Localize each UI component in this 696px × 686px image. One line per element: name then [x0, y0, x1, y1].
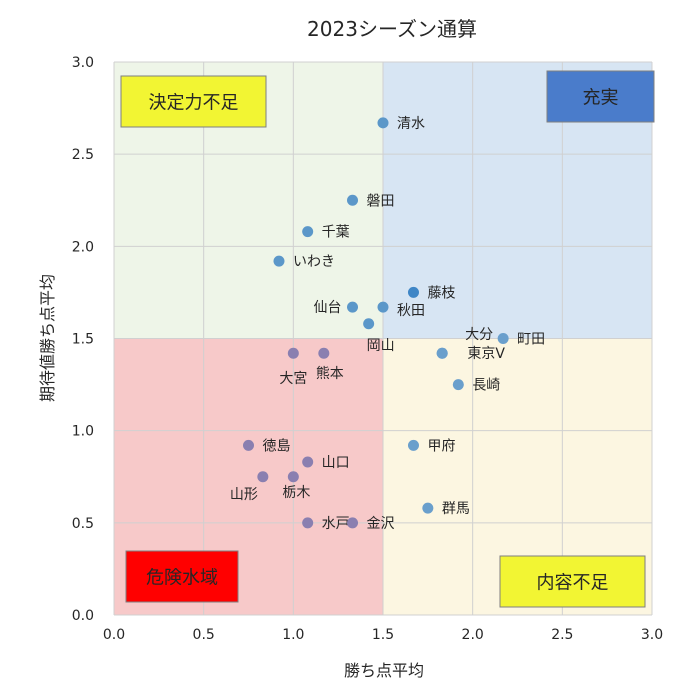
data-point: [243, 439, 254, 451]
label-box-naiyou-text: 内容不足: [537, 573, 609, 594]
y-tick-label: 0.0: [72, 608, 94, 624]
data-point-label: 群馬: [442, 501, 470, 517]
data-point-label: 大宮: [279, 371, 307, 387]
data-point-label: 東京V: [467, 346, 505, 362]
data-point-label: 仙台: [314, 300, 342, 316]
data-point: [257, 471, 269, 483]
label-box-naiyou: [499, 555, 646, 608]
data-point: [302, 456, 314, 468]
data-point-label: 藤枝: [427, 285, 455, 301]
data-point-label: 山形: [230, 487, 258, 503]
x-axis-label: 勝ち点平均: [344, 661, 424, 680]
x-tick-label: 1.0: [282, 627, 304, 643]
data-point-label: 大分: [465, 327, 493, 343]
data-point-label: 長崎: [472, 378, 500, 394]
data-point: [436, 347, 448, 359]
data-point: [452, 379, 464, 391]
x-tick-label: 0.0: [103, 627, 125, 643]
data-point: [287, 347, 299, 359]
data-point: [273, 255, 285, 267]
data-point-label: いわき: [293, 254, 335, 270]
data-point-label: 町田: [517, 332, 545, 348]
y-axis-label: 期待値勝ち点平均: [38, 274, 57, 402]
y-tick-label: 1.5: [72, 332, 94, 348]
data-point: [347, 517, 359, 529]
data-point-label: 栃木: [282, 485, 310, 501]
chart-title: 2023シーズン通算: [307, 17, 477, 41]
x-tick-label: 1.5: [372, 627, 394, 643]
data-point-label: 清水: [397, 116, 425, 132]
label-box-juujitsu: [546, 70, 655, 123]
y-tick-label: 2.0: [72, 239, 94, 255]
data-point-label: 岡山: [367, 338, 395, 354]
x-tick-label: 2.5: [551, 627, 573, 643]
data-point: [377, 117, 389, 129]
data-point: [347, 194, 359, 206]
data-point-label: 熊本: [316, 366, 344, 382]
data-point-label: 徳島: [263, 438, 291, 454]
x-tick-label: 3.0: [641, 627, 663, 643]
data-point-label: 千葉: [322, 225, 350, 241]
label-box-kiken: [125, 550, 239, 603]
data-point: [302, 517, 314, 529]
x-tick-label: 2.0: [462, 627, 484, 643]
y-tick-label: 3.0: [72, 55, 94, 71]
data-point: [422, 502, 434, 514]
data-point: [287, 471, 299, 483]
plot-area: 0.0 0.5 1.0 1.5 2.0 2.5 3.0 0.0 0.5 1.0 1.5 2.0 2.5 3…: [72, 55, 663, 643]
data-point-label: 甲府: [427, 438, 455, 454]
data-point: [363, 318, 375, 330]
label-box-juujitsu-text: 充実: [583, 88, 619, 109]
data-point: [347, 301, 359, 313]
data-point-label: 秋田: [397, 303, 425, 319]
data-point: [407, 439, 419, 451]
data-point: [302, 226, 314, 238]
data-point: [497, 333, 509, 344]
data-point-label: 山口: [322, 455, 350, 471]
data-point-label: 水戸: [322, 516, 350, 532]
data-point-label: 磐田: [367, 193, 395, 209]
label-box-kiken-text: 危険水域: [146, 568, 218, 589]
data-point-label: 金沢: [367, 516, 395, 532]
label-box-kettei-text: 決定力不足: [149, 93, 239, 114]
data-point: [407, 286, 419, 298]
y-tick-label: 2.5: [72, 147, 94, 163]
y-tick-label: 1.0: [72, 424, 94, 440]
y-tick-label: 0.5: [72, 516, 94, 532]
x-tick-label: 0.5: [193, 627, 215, 643]
data-point: [318, 347, 330, 359]
data-point: [377, 301, 389, 313]
label-box-kettei: [120, 75, 267, 128]
